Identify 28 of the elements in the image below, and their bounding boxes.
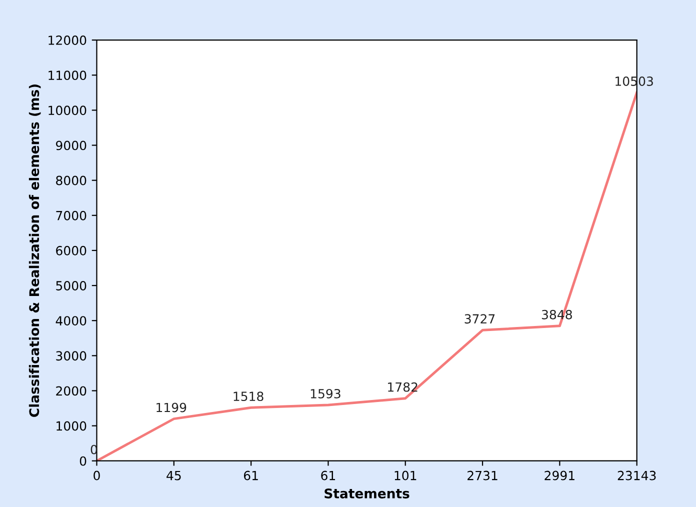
x-tick-label: 2731 (468, 470, 498, 480)
y-tick-label: 8000 (56, 176, 86, 186)
x-tick-label: 45 (166, 470, 181, 480)
y-tick-label: 5000 (56, 280, 86, 290)
data-label: 3727 (464, 314, 495, 324)
y-tick-label: 3000 (56, 351, 86, 361)
y-tick-label: 4000 (56, 316, 86, 326)
data-label: 1782 (388, 382, 418, 392)
data-label: 1199 (156, 402, 186, 412)
data-label: 1593 (310, 388, 340, 398)
y-tick-label: 12000 (48, 36, 86, 45)
x-tick-label: 23143 (618, 470, 656, 480)
x-tick-label: 0 (94, 470, 100, 480)
y-axis-title: Classification & Realization of elements (ms) (28, 84, 41, 417)
y-tick-label: 9000 (56, 140, 86, 150)
y-tick-label: 10000 (48, 106, 86, 116)
x-tick-label: 101 (394, 470, 416, 480)
x-tick-label: 2991 (544, 470, 574, 480)
x-tick-label: 61 (244, 470, 258, 480)
data-label: 1518 (234, 392, 264, 402)
y-tick-label: 1000 (56, 421, 86, 431)
y-tick-label: 2000 (56, 386, 86, 396)
y-tick-label: 7000 (56, 210, 86, 220)
x-tick-label: 61 (321, 470, 336, 480)
y-tick-label: 11000 (48, 70, 86, 80)
x-axis-title: Statements (324, 488, 410, 498)
y-tick-label: 0 (80, 456, 86, 466)
y-tick-label: 6000 (56, 246, 86, 256)
